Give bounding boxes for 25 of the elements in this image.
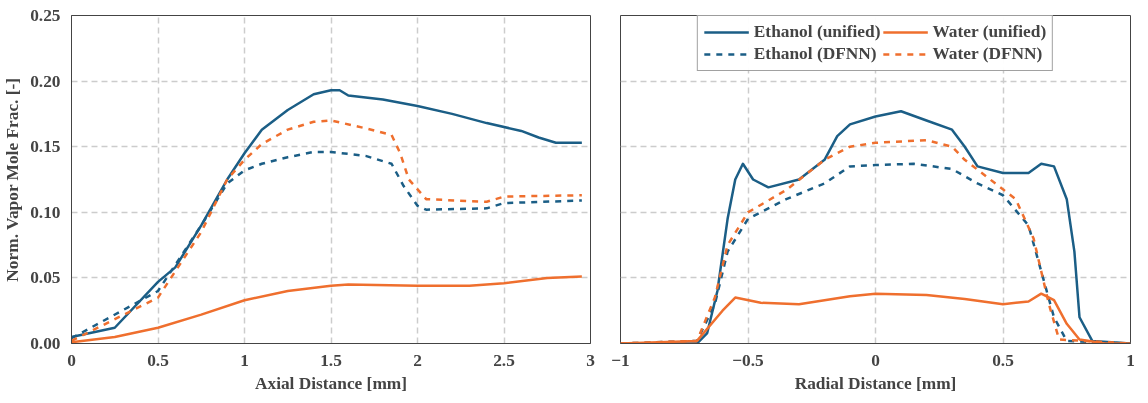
x-tick-label: 0 [67,350,76,370]
x-tick-label: 1.5 [320,350,343,370]
x-axis-title: Axial Distance [mm] [254,373,408,393]
x-tick-label: 0.5 [992,350,1015,370]
x-axis-title: Radial Distance [mm] [794,373,957,393]
y-tick-label: 0.00 [30,334,61,353]
y-tick-label: 0.20 [30,71,61,91]
x-tick-label: 2.5 [493,350,516,370]
x-tick-label: 3 [586,350,596,370]
y-tick-label: 0.15 [30,137,61,157]
x-tick-label: 1 [1126,350,1135,370]
x-tick-label: 0 [871,350,880,370]
x-tick-label: 1 [240,350,249,370]
y-tick-label: 0.10 [30,202,61,222]
x-tick-label: −0.5 [732,350,765,370]
legend-label: Water (unified) [932,22,1047,42]
x-tick-label: −1 [611,350,630,370]
x-tick-label: 0.5 [147,350,170,370]
y-tick-label: 0.25 [30,6,61,25]
legend-label: Ethanol (DFNN) [753,44,877,64]
legend-label: Water (DFNN) [932,44,1043,64]
x-tick-label: 2 [413,350,422,370]
y-tick-label: 0.05 [30,268,61,288]
legend-label: Ethanol (unified) [753,22,881,42]
y-axis-title: Norm. Vapor Mole Frac. [-] [3,77,23,282]
